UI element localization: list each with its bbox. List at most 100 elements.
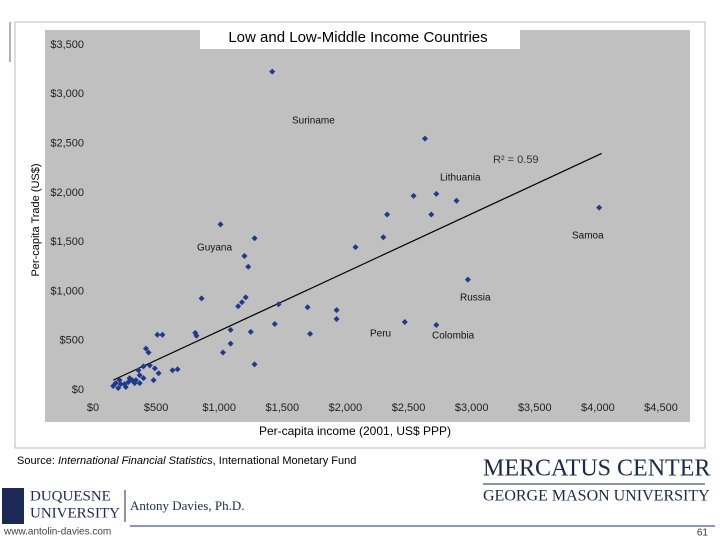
data-point	[145, 349, 152, 356]
data-point	[304, 304, 311, 311]
data-point	[136, 372, 143, 379]
title-box	[200, 27, 520, 49]
data-point	[275, 301, 282, 308]
data-point	[433, 190, 440, 197]
data-point	[307, 330, 314, 337]
data-point	[140, 375, 147, 382]
x-tick-label: $3,000	[455, 402, 489, 414]
source-title: International Financial Statistics	[58, 455, 213, 467]
data-point	[421, 135, 428, 142]
x-tick-label: $0	[87, 402, 99, 414]
y-axis-title: Per-capita Trade (US$)	[30, 163, 42, 276]
mercatus-subtitle: GEORGE MASON UNIVERSITY	[483, 488, 710, 505]
x-tick-label: $2,500	[392, 402, 426, 414]
x-tick-label: $2,000	[329, 402, 363, 414]
chart-title: Low and Low-Middle Income Countries	[228, 29, 487, 46]
duquesne-emblem	[2, 488, 24, 524]
plot-area	[45, 30, 690, 422]
data-point	[433, 321, 440, 328]
author: Antony Davies, Ph.D.	[130, 498, 244, 513]
annotation: Samoa	[572, 231, 604, 242]
data-point	[122, 384, 129, 391]
data-point	[333, 316, 340, 323]
data-point	[159, 331, 166, 338]
website: www.antolin-davies.com	[3, 527, 111, 538]
data-point	[146, 362, 153, 369]
source-prefix: Source:	[17, 455, 58, 467]
data-point	[174, 366, 181, 373]
data-point	[143, 345, 150, 352]
y-tick-label: $2,500	[50, 137, 84, 149]
trendline	[112, 152, 602, 381]
mercatus-logo: MERCATUS CENTER	[483, 456, 710, 482]
x-tick-label: $3,500	[518, 402, 552, 414]
data-point	[245, 263, 252, 270]
data-point	[150, 377, 157, 384]
data-point	[333, 307, 340, 314]
x-tick-label: $500	[144, 402, 168, 414]
y-tick-label: $0	[72, 384, 84, 396]
data-point	[596, 204, 603, 211]
data-point	[251, 235, 258, 242]
x-tick-label: $1,500	[266, 402, 300, 414]
data-point	[220, 349, 227, 356]
data-point	[135, 367, 142, 374]
annotation: Lithuania	[440, 173, 481, 184]
data-point	[453, 197, 460, 204]
data-point	[169, 367, 176, 374]
y-tick-label: $1,000	[50, 285, 84, 297]
x-tick-label: $4,000	[581, 402, 615, 414]
duquesne-logo-bottom: UNIVERSITY	[30, 505, 120, 521]
data-point	[410, 192, 417, 199]
y-tick-label: $500	[60, 335, 84, 347]
plot: $0 $500 $1,000 $1,500 $2,000 $2,500 $3,000 $3,5…	[50, 39, 677, 414]
source-suffix: , International Monetary Fund	[213, 455, 357, 467]
annotation: Colombia	[432, 331, 475, 342]
data-point	[235, 303, 242, 310]
r-squared: R² = 0.59	[493, 154, 539, 166]
annotation: Guyana	[197, 243, 232, 254]
data-point	[464, 276, 471, 283]
data-point	[271, 320, 278, 327]
duquesne-logo: DUQUESNE	[30, 488, 111, 504]
data-point	[217, 221, 224, 228]
y-tick-label: $3,500	[50, 39, 84, 51]
x-tick-label: $4,500	[644, 402, 678, 414]
data-point	[110, 383, 117, 390]
page-number: 61	[697, 528, 709, 539]
data-point	[380, 234, 387, 241]
x-tick-label: $1,000	[202, 402, 236, 414]
y-tick-label: $3,000	[50, 88, 84, 100]
data-point	[241, 252, 248, 259]
annotation: Russia	[460, 293, 491, 304]
data-point	[428, 211, 435, 218]
data-point	[352, 244, 359, 251]
data-point	[129, 377, 136, 384]
data-point	[132, 377, 139, 384]
data-point	[117, 381, 124, 388]
data-point	[401, 318, 408, 325]
data-point	[251, 361, 258, 368]
data-point	[151, 365, 158, 372]
data-point	[154, 331, 161, 338]
data-point	[155, 370, 162, 377]
data-point	[115, 385, 122, 392]
y-tick-label: $2,000	[50, 187, 84, 199]
y-tick-label: $1,500	[50, 236, 84, 248]
annotation: Peru	[370, 329, 391, 340]
data-point	[136, 380, 143, 387]
data-point	[193, 332, 200, 339]
data-point	[140, 363, 147, 370]
data-point	[247, 328, 254, 335]
data-point	[269, 68, 276, 75]
data-point	[198, 295, 205, 302]
data-point	[238, 299, 245, 306]
x-axis-title: Per-capita income (2001, US$ PPP)	[259, 424, 451, 438]
data-point	[384, 211, 391, 218]
source: Source: International Financial Statisti…	[17, 455, 356, 467]
data-point	[242, 294, 249, 301]
data-point	[227, 326, 234, 333]
annotation: Suriname	[292, 116, 335, 127]
data-point	[227, 340, 234, 347]
